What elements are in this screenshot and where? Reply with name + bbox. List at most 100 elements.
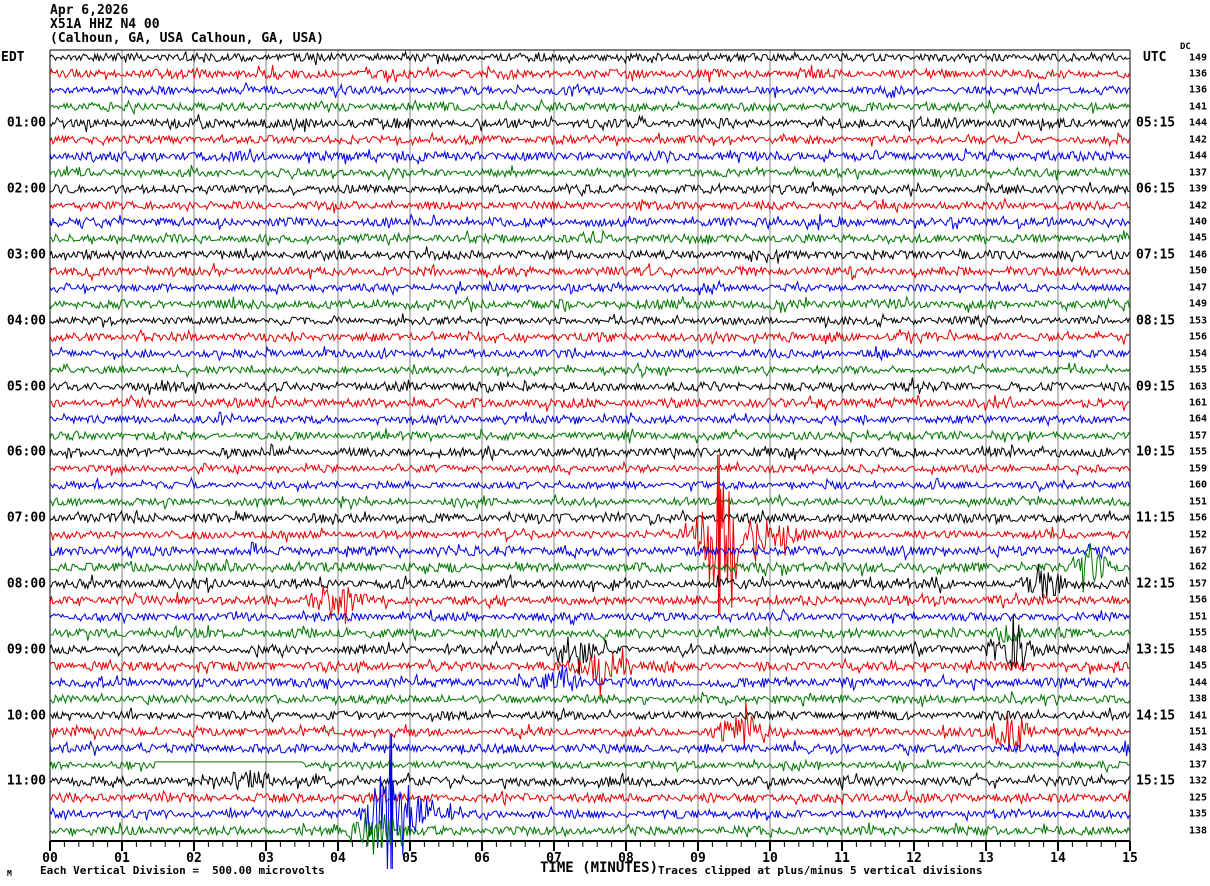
edt-hour-label: 02:00 bbox=[6, 181, 46, 197]
trace-row bbox=[49, 494, 1130, 511]
trace-row bbox=[49, 509, 1130, 526]
utc-hour-label: 05:15 bbox=[1136, 115, 1176, 131]
trace-row bbox=[49, 114, 1130, 133]
trace-row bbox=[49, 789, 1130, 807]
trace-row bbox=[49, 740, 1130, 758]
trace-row bbox=[49, 361, 1130, 379]
trace-row bbox=[49, 460, 1130, 477]
dc-value: 151 bbox=[1188, 496, 1207, 508]
dc-value: 144 bbox=[1188, 117, 1207, 129]
dc-value: 151 bbox=[1188, 611, 1207, 623]
minute-tick-label: 03 bbox=[258, 851, 274, 866]
dc-value: 156 bbox=[1188, 512, 1207, 524]
dc-value: 152 bbox=[1188, 529, 1207, 541]
title-station: X51A HHZ N4 00 bbox=[50, 17, 160, 32]
edt-hour-label: 10:00 bbox=[6, 708, 46, 723]
trace-row bbox=[49, 246, 1130, 264]
trace-row bbox=[49, 147, 1130, 166]
minute-tick-label: 01 bbox=[114, 851, 130, 866]
dc-value: 156 bbox=[1188, 331, 1207, 343]
trace-row bbox=[49, 769, 1130, 791]
minute-tick-label: 14 bbox=[1050, 851, 1066, 866]
trace-row bbox=[49, 312, 1130, 329]
dc-value: 156 bbox=[1188, 594, 1207, 606]
dc-value: 137 bbox=[1188, 167, 1207, 179]
edt-hour-label: 04:00 bbox=[6, 313, 46, 329]
trace-row bbox=[49, 394, 1130, 412]
dc-value: 161 bbox=[1188, 397, 1207, 409]
dc-value: 145 bbox=[1188, 660, 1207, 672]
utc-hour-label: 06:15 bbox=[1136, 181, 1176, 197]
dc-value: 136 bbox=[1188, 84, 1207, 96]
trace-row bbox=[49, 228, 1130, 247]
trace-row bbox=[49, 130, 1130, 148]
edt-hour-label: 06:00 bbox=[6, 444, 46, 460]
time-axis-label: TIME (MINUTES) bbox=[540, 860, 659, 876]
trace-row bbox=[49, 758, 1130, 774]
watermark: M bbox=[7, 869, 12, 878]
dc-value: 141 bbox=[1188, 710, 1207, 721]
dc-value: 144 bbox=[1188, 677, 1207, 689]
minute-tick-label: 08 bbox=[618, 851, 634, 866]
trace-row bbox=[49, 50, 1130, 66]
trace-row bbox=[49, 624, 1130, 643]
trace-row bbox=[49, 279, 1130, 297]
utc-hour-label: 11:15 bbox=[1136, 510, 1176, 526]
title-date: Apr 6,2026 bbox=[50, 3, 129, 18]
dc-value: 148 bbox=[1188, 644, 1207, 656]
minute-tick-label: 11 bbox=[834, 851, 850, 866]
trace-row bbox=[49, 295, 1130, 313]
dc-value: 153 bbox=[1188, 315, 1207, 327]
utc-hour-label: 10:15 bbox=[1136, 444, 1176, 460]
dc-value: 159 bbox=[1188, 463, 1207, 475]
minute-tick-label: 06 bbox=[474, 851, 490, 866]
dc-value: 155 bbox=[1188, 627, 1207, 639]
dc-value: 162 bbox=[1188, 561, 1207, 573]
trace-row bbox=[49, 198, 1130, 214]
minute-tick-label: 02 bbox=[186, 851, 202, 866]
trace-row bbox=[49, 328, 1130, 346]
utc-hour-label: 15:15 bbox=[1136, 773, 1176, 789]
utc-hour-label: 09:15 bbox=[1136, 379, 1176, 394]
trace-row bbox=[49, 443, 1130, 462]
trace-row bbox=[49, 701, 1130, 752]
trace-row bbox=[49, 613, 1130, 676]
trace-row bbox=[49, 707, 1130, 723]
minute-tick-label: 15 bbox=[1122, 851, 1138, 866]
trace-row bbox=[49, 476, 1130, 493]
dc-value: 149 bbox=[1188, 52, 1207, 63]
dc-value: 150 bbox=[1188, 265, 1207, 277]
trace-row bbox=[49, 542, 1130, 593]
dc-value: 144 bbox=[1188, 150, 1207, 162]
minute-tick-label: 13 bbox=[978, 851, 994, 866]
minute-tick-label: 05 bbox=[402, 851, 418, 866]
dc-value: 125 bbox=[1188, 792, 1207, 804]
edt-hour-label: 05:00 bbox=[6, 379, 46, 394]
trace-row bbox=[49, 665, 1130, 692]
dc-value: 138 bbox=[1188, 693, 1207, 705]
dc-value: 136 bbox=[1188, 68, 1207, 80]
trace-row bbox=[49, 377, 1130, 395]
trace-row bbox=[49, 181, 1130, 197]
trace-row bbox=[49, 608, 1130, 627]
trace-row bbox=[49, 98, 1130, 116]
dc-value: 138 bbox=[1188, 825, 1207, 837]
minute-tick-label: 00 bbox=[42, 851, 58, 866]
edt-hour-label: 07:00 bbox=[6, 510, 46, 526]
dc-value: 167 bbox=[1188, 545, 1207, 557]
trace-row bbox=[49, 585, 1130, 625]
dc-value: 147 bbox=[1188, 282, 1207, 294]
trace-row bbox=[49, 814, 1130, 855]
dc-value: 139 bbox=[1188, 183, 1207, 195]
utc-label: UTC bbox=[1143, 50, 1167, 65]
dc-value: 146 bbox=[1188, 249, 1207, 261]
trace-row bbox=[49, 454, 1130, 615]
edt-label: EDT bbox=[1, 50, 25, 65]
minute-tick-label: 04 bbox=[330, 851, 346, 866]
dc-value: 154 bbox=[1188, 348, 1207, 360]
trace-row bbox=[49, 691, 1130, 707]
dc-value: 164 bbox=[1188, 413, 1207, 425]
minute-tick-label: 07 bbox=[546, 851, 562, 866]
dc-value: 137 bbox=[1188, 759, 1207, 771]
